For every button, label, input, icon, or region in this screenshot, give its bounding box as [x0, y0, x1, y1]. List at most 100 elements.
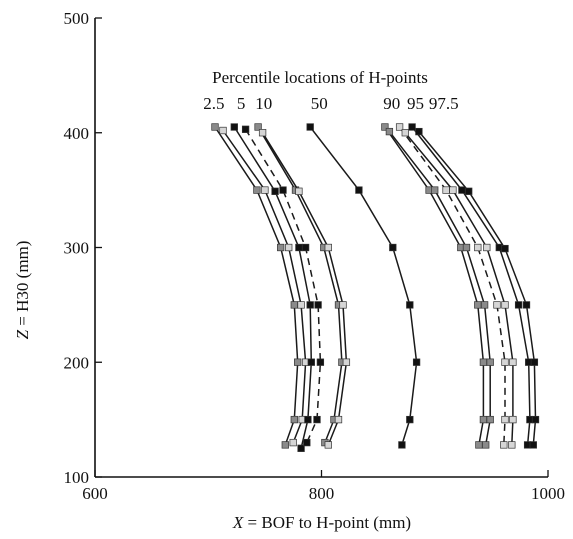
- data-point-marker: [493, 301, 501, 309]
- data-point-marker: [449, 186, 457, 194]
- series-9: [385, 127, 494, 449]
- series-4: [241, 125, 325, 447]
- x-tick-label: 600: [82, 484, 108, 503]
- data-point-marker: [431, 186, 439, 194]
- series-13: [415, 127, 540, 449]
- series-line: [222, 130, 307, 443]
- data-point-marker: [501, 301, 509, 309]
- x-axis-label: X = BOF to H-point (mm): [232, 513, 411, 532]
- percentile-label: 90: [383, 94, 400, 113]
- series-line: [418, 131, 537, 445]
- series-10: [395, 123, 509, 449]
- data-point-marker: [486, 358, 494, 366]
- data-point-marker: [290, 301, 298, 309]
- data-point-marker: [307, 358, 315, 366]
- data-point-marker: [230, 123, 238, 131]
- data-point-marker: [277, 243, 285, 252]
- data-point-marker: [480, 301, 489, 309]
- data-point-marker: [339, 301, 347, 309]
- data-point-marker: [306, 301, 314, 309]
- data-point-marker: [529, 441, 537, 449]
- data-point-marker: [254, 123, 262, 131]
- data-point-marker: [297, 444, 305, 452]
- data-point-marker: [483, 243, 491, 252]
- data-point-marker: [398, 441, 406, 449]
- series-line: [214, 126, 299, 446]
- x-axis-label-var: X: [232, 513, 244, 532]
- data-point-marker: [324, 441, 332, 449]
- data-point-marker: [458, 186, 466, 194]
- data-point-marker: [355, 186, 363, 194]
- data-point-marker: [501, 358, 509, 366]
- series-line: [398, 126, 506, 445]
- data-point-marker: [219, 126, 227, 135]
- data-point-marker: [465, 187, 473, 195]
- data-point-marker: [295, 187, 303, 195]
- data-point-marker: [474, 301, 482, 309]
- data-point-marker: [501, 244, 509, 253]
- data-point-marker: [324, 243, 332, 252]
- data-point-marker: [303, 438, 311, 447]
- data-point-marker: [401, 129, 409, 137]
- axes: 100 200 300 400 500 600 800 1000: [64, 9, 566, 503]
- x-tick-label: 1000: [531, 484, 565, 503]
- data-point-marker: [389, 243, 397, 252]
- data-point-marker: [294, 358, 302, 366]
- data-point-marker: [408, 123, 416, 131]
- data-point-marker: [381, 123, 389, 131]
- data-point-marker: [514, 301, 523, 309]
- percentile-label: 10: [255, 94, 272, 113]
- percentile-label: 5: [237, 94, 246, 113]
- data-point-marker: [211, 123, 219, 131]
- series-line: [233, 126, 313, 449]
- data-point-marker: [508, 441, 516, 449]
- series-line: [257, 126, 343, 443]
- data-point-marker: [289, 438, 297, 447]
- data-point-marker: [306, 123, 314, 131]
- data-point-marker: [301, 243, 310, 252]
- data-point-marker: [479, 415, 488, 424]
- data-point-marker: [475, 441, 483, 449]
- data-point-marker: [501, 415, 509, 424]
- x-axis-label-rest: = BOF to H-point (mm): [243, 513, 411, 532]
- data-point-marker: [479, 358, 488, 366]
- data-point-marker: [486, 415, 494, 424]
- series-11: [401, 129, 517, 449]
- percentile-label: 95: [407, 94, 424, 113]
- y-axis-label-var: Z: [13, 329, 32, 339]
- data-point-marker: [415, 127, 423, 136]
- data-point-marker: [258, 129, 267, 137]
- data-point-marker: [531, 415, 540, 424]
- percentile-label: 2.5: [203, 94, 224, 113]
- x-tick-label: 800: [309, 484, 335, 503]
- data-point-marker: [334, 415, 343, 424]
- y-tick-label: 300: [64, 239, 90, 258]
- data-point-marker: [253, 186, 261, 194]
- data-point-marker: [482, 441, 490, 449]
- data-point-marker: [509, 415, 517, 424]
- y-tick-label: 400: [64, 124, 90, 143]
- y-tick-label: 100: [64, 468, 90, 487]
- data-point-marker: [500, 441, 508, 449]
- data-point-marker: [385, 127, 394, 136]
- data-point-marker: [522, 301, 531, 309]
- series-8: [381, 123, 488, 449]
- data-point-marker: [474, 243, 482, 252]
- data-point-marker: [290, 415, 298, 424]
- percentile-label: 97.5: [429, 94, 459, 113]
- series-12: [408, 123, 534, 449]
- y-tick-label: 200: [64, 353, 90, 372]
- series-layer: [211, 123, 540, 452]
- data-point-marker: [261, 186, 269, 194]
- data-point-marker: [412, 358, 421, 366]
- data-point-marker: [442, 186, 450, 194]
- data-point-marker: [406, 301, 414, 309]
- data-point-marker: [281, 441, 289, 449]
- y-tick-label: 500: [64, 9, 90, 28]
- data-point-marker: [304, 415, 312, 424]
- data-point-marker: [406, 415, 414, 424]
- data-point-marker: [313, 415, 321, 424]
- series-3: [230, 123, 315, 452]
- data-point-marker: [530, 358, 539, 366]
